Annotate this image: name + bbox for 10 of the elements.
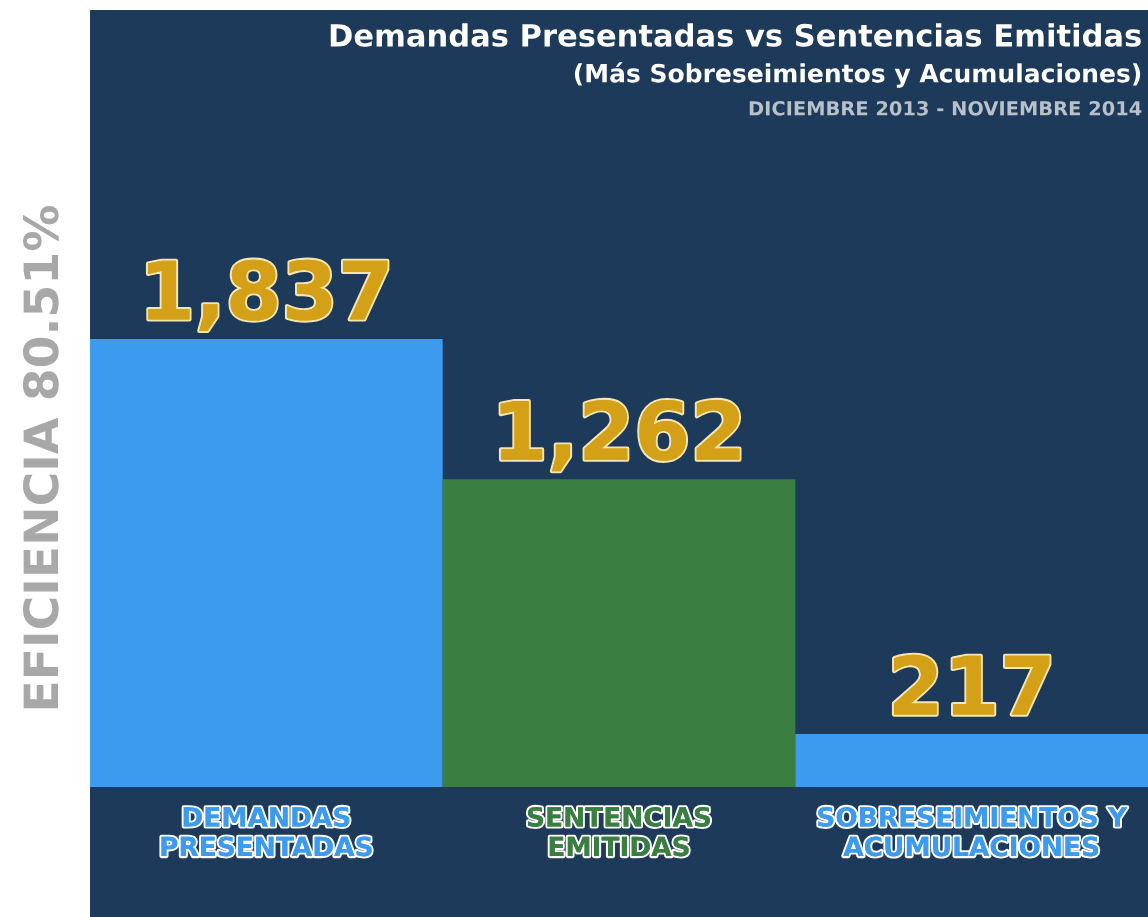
text: DICIEMBRE 2013 - NOVIEMBRE 2014 <box>749 100 1142 116</box>
x-tick-label: DEMANDAS PRESENTADAS <box>161 806 372 857</box>
x-tick-label: SENTENCIAS EMITIDAS <box>527 806 710 857</box>
x-tick-label: SOBRESEIMIENTOS Y ACUMULACIONES <box>818 806 1128 857</box>
data-label: 217 <box>893 654 1050 715</box>
data-label: 1,262 <box>500 399 740 472</box>
text: EFICIENCIA 80.51% <box>22 206 59 709</box>
chart-title: Demandas Presentadas vs Sentencias Emitidas <box>330 23 1141 47</box>
data-label: 1,837 <box>148 259 388 331</box>
chart-subtitle: (Más Sobreseimientos y Acumulaciones) <box>574 62 1141 88</box>
